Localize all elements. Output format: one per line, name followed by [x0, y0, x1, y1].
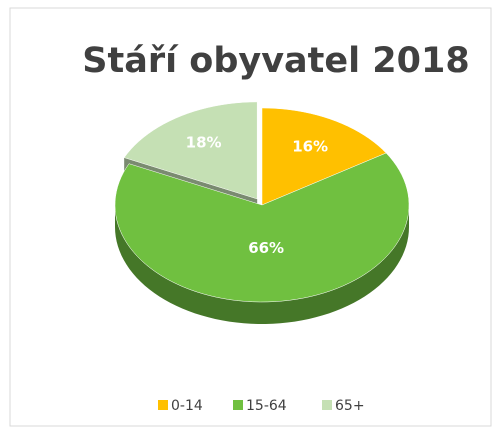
legend-swatch — [322, 400, 332, 410]
data-label: 18% — [186, 134, 222, 152]
legend-label: 15-64 — [246, 398, 287, 414]
chart-title: Stáří obyvatel 2018 — [82, 41, 469, 81]
data-label: 16% — [292, 138, 328, 156]
legend-swatch — [233, 400, 243, 410]
slice — [261, 107, 387, 206]
slice — [114, 152, 410, 303]
legend-swatch — [158, 400, 168, 410]
slice — [123, 101, 258, 200]
slice-side — [115, 205, 409, 324]
data-label: 66% — [248, 239, 284, 257]
legend-label: 65+ — [335, 398, 365, 414]
legend-label: 0-14 — [171, 398, 203, 414]
